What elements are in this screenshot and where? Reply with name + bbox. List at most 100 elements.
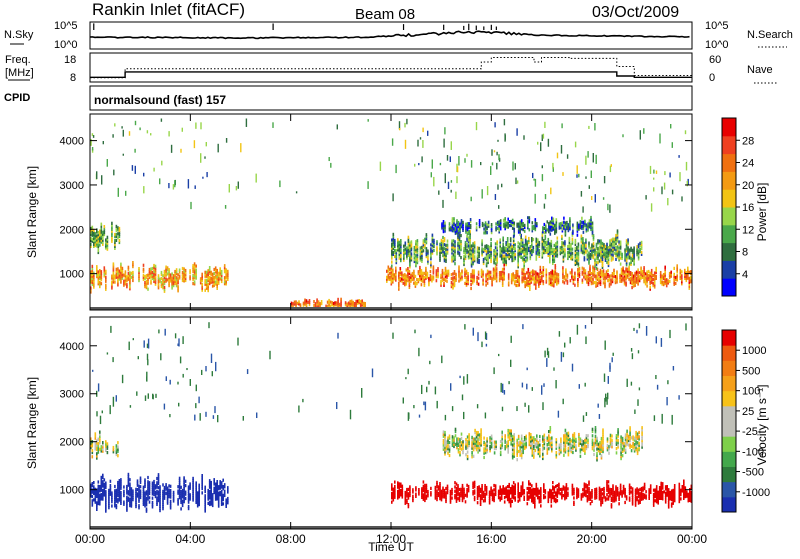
heatmap-cell [454, 262, 456, 265]
heatmap-cell [558, 483, 560, 486]
heatmap-cell [426, 247, 428, 250]
heatmap-cell [481, 247, 483, 250]
heatmap-cell [117, 481, 119, 484]
heatmap-cell [209, 266, 211, 269]
heatmap-cell [412, 272, 414, 275]
heatmap-cell [420, 246, 422, 249]
heatmap-cell [117, 232, 119, 235]
heatmap-cell [660, 271, 662, 274]
heatmap-cell [409, 241, 411, 244]
heatmap-cell [221, 481, 223, 484]
heatmap-cell [632, 487, 634, 490]
heatmap-cell [489, 246, 491, 249]
scatter-echo [458, 156, 459, 165]
scatter-echo [587, 151, 588, 158]
heatmap-cell [185, 480, 187, 483]
heatmap-cell [92, 238, 94, 241]
scatter-echo [114, 123, 115, 126]
heatmap-cell [604, 273, 606, 276]
heatmap-cell [562, 227, 564, 230]
heatmap-cell [150, 279, 152, 282]
heatmap-cell [129, 271, 131, 274]
scatter-echo [515, 163, 516, 169]
heatmap-cell [625, 281, 627, 284]
heatmap-cell [588, 487, 590, 490]
heatmap-cell [599, 246, 601, 249]
heatmap-cell [430, 270, 432, 273]
scatter-echo [171, 145, 172, 153]
heatmap-cell [514, 253, 516, 256]
heatmap-cell [455, 273, 457, 276]
heatmap-cell [511, 273, 513, 276]
heatmap-cell [408, 492, 410, 495]
scatter-echo [604, 176, 605, 183]
heatmap-cell [462, 484, 464, 487]
heatmap-cell [189, 482, 191, 485]
scatter-echo [496, 152, 497, 156]
heatmap-cell [427, 272, 429, 275]
heatmap-cell [483, 223, 485, 226]
y-tick-label: 3000 [60, 180, 84, 192]
heatmap-cell [119, 270, 121, 273]
heatmap-cell [424, 238, 426, 241]
heatmap-cell [611, 239, 613, 242]
heatmap-cell [430, 487, 432, 490]
heatmap-cell [558, 273, 560, 276]
heatmap-cell [101, 270, 103, 273]
scatter-echo [542, 174, 543, 181]
heatmap-cell [445, 248, 447, 251]
heatmap-cell [689, 277, 691, 280]
heatmap-cell [645, 276, 647, 279]
scatter-echo [206, 172, 207, 177]
heatmap-cell [628, 278, 630, 281]
heatmap-cell [474, 255, 476, 258]
heatmap-cell [433, 265, 435, 268]
heatmap-cell [397, 238, 399, 241]
heatmap-cell [146, 508, 148, 511]
heatmap-cell [592, 278, 594, 281]
heatmap-cell [313, 304, 315, 307]
heatmap-cell [593, 242, 595, 245]
heatmap-cell [401, 277, 403, 280]
heatmap-cell [467, 272, 469, 275]
heatmap-cell [496, 240, 498, 243]
freq-tick-bottom: 8 [70, 72, 76, 84]
heatmap-cell [113, 446, 115, 449]
heatmap-cell [183, 267, 185, 270]
heatmap-cell [519, 243, 521, 246]
heatmap-cell [564, 248, 566, 251]
heatmap-cell [452, 217, 454, 220]
scatter-echo [438, 191, 439, 195]
scatter-echo [455, 192, 456, 199]
heatmap-cell [504, 487, 506, 490]
heatmap-cell [409, 485, 411, 488]
heatmap-cell [613, 269, 615, 272]
heatmap-cell [132, 261, 134, 264]
heatmap-cell [563, 221, 565, 224]
heatmap-cell [419, 266, 421, 269]
heatmap-cell [443, 272, 445, 275]
heatmap-cell [218, 485, 220, 488]
heatmap-cell [306, 299, 308, 302]
heatmap-cell [599, 240, 601, 243]
heatmap-cell [391, 261, 393, 264]
heatmap-cell [639, 492, 641, 495]
heatmap-cell [569, 237, 571, 240]
heatmap-cell [219, 480, 221, 483]
heatmap-cell [531, 489, 533, 492]
heatmap-cell [612, 484, 614, 487]
heatmap-cell [401, 271, 403, 274]
scatter-echo [532, 173, 533, 178]
heatmap-cell [430, 261, 432, 264]
heatmap-cell [527, 502, 529, 505]
heatmap-cell [504, 496, 506, 499]
scatter-echo [432, 159, 433, 168]
heatmap-cell [444, 489, 446, 492]
heatmap-cell [486, 486, 488, 489]
heatmap-cell [470, 224, 472, 227]
heatmap-cell [619, 274, 621, 277]
heatmap-cell [670, 271, 672, 274]
heatmap-cell [98, 480, 100, 483]
heatmap-cell [152, 501, 154, 504]
heatmap-cell [423, 239, 425, 242]
